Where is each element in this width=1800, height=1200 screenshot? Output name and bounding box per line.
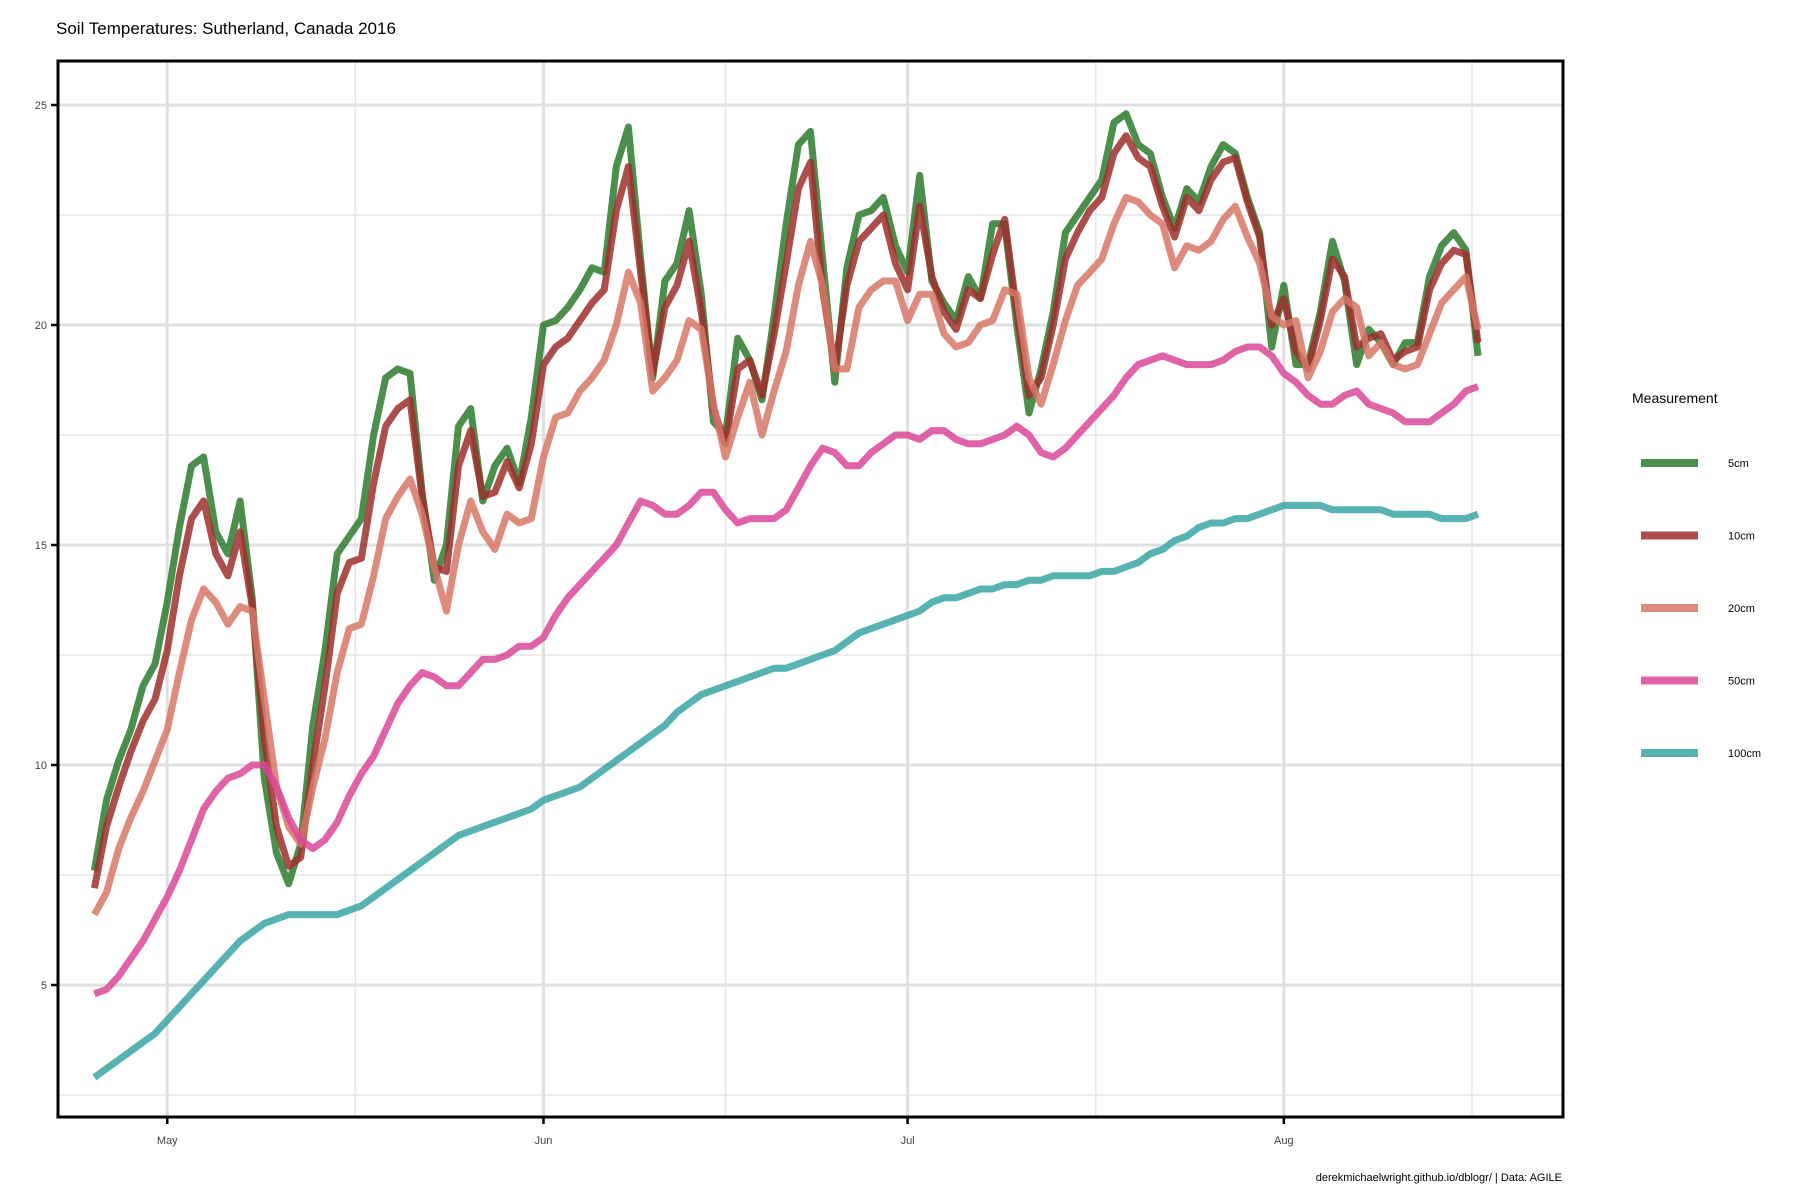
y-tick-label: 5 (41, 980, 47, 992)
series-line-50cm (93, 343, 1480, 998)
legend-label-50cm: 50cm (1728, 676, 1755, 688)
series-layer (90, 110, 1482, 1081)
legend-label-20cm: 20cm (1728, 603, 1755, 615)
legend-title: Measurement (1632, 390, 1718, 406)
chart-caption: derekmichaelwright.github.io/dblogr/ | D… (1316, 1172, 1562, 1184)
x-tick-label: Aug (1274, 1135, 1294, 1147)
series-line-100cm (92, 501, 1480, 1081)
axis-layer: 5 10 15 20 25 May Jun Jul Aug (35, 100, 1294, 1147)
legend-label-10cm: 10cm (1728, 531, 1755, 543)
legend-label-100cm: 100cm (1728, 748, 1761, 760)
series-line-20cm (91, 193, 1482, 917)
x-tick-label: May (157, 1135, 178, 1147)
legend-label-5cm: 5cm (1728, 458, 1749, 470)
y-tick-label: 15 (35, 540, 47, 552)
plot-panel-border (56, 59, 1565, 1119)
series-line-10cm (90, 132, 1482, 889)
legend: Measurement 5cm 10cm 20cm 50cm 100cm (1632, 390, 1761, 760)
chart-title: Soil Temperatures: Sutherland, Canada 20… (56, 19, 396, 38)
x-tick-label: Jul (901, 1135, 915, 1147)
x-tick-label: Jun (535, 1135, 553, 1147)
y-tick-label: 10 (35, 760, 47, 772)
series-line-5cm (90, 110, 1482, 888)
y-tick-label: 20 (35, 320, 47, 332)
y-tick-label: 25 (35, 100, 47, 112)
grid-layer (58, 61, 1563, 1117)
